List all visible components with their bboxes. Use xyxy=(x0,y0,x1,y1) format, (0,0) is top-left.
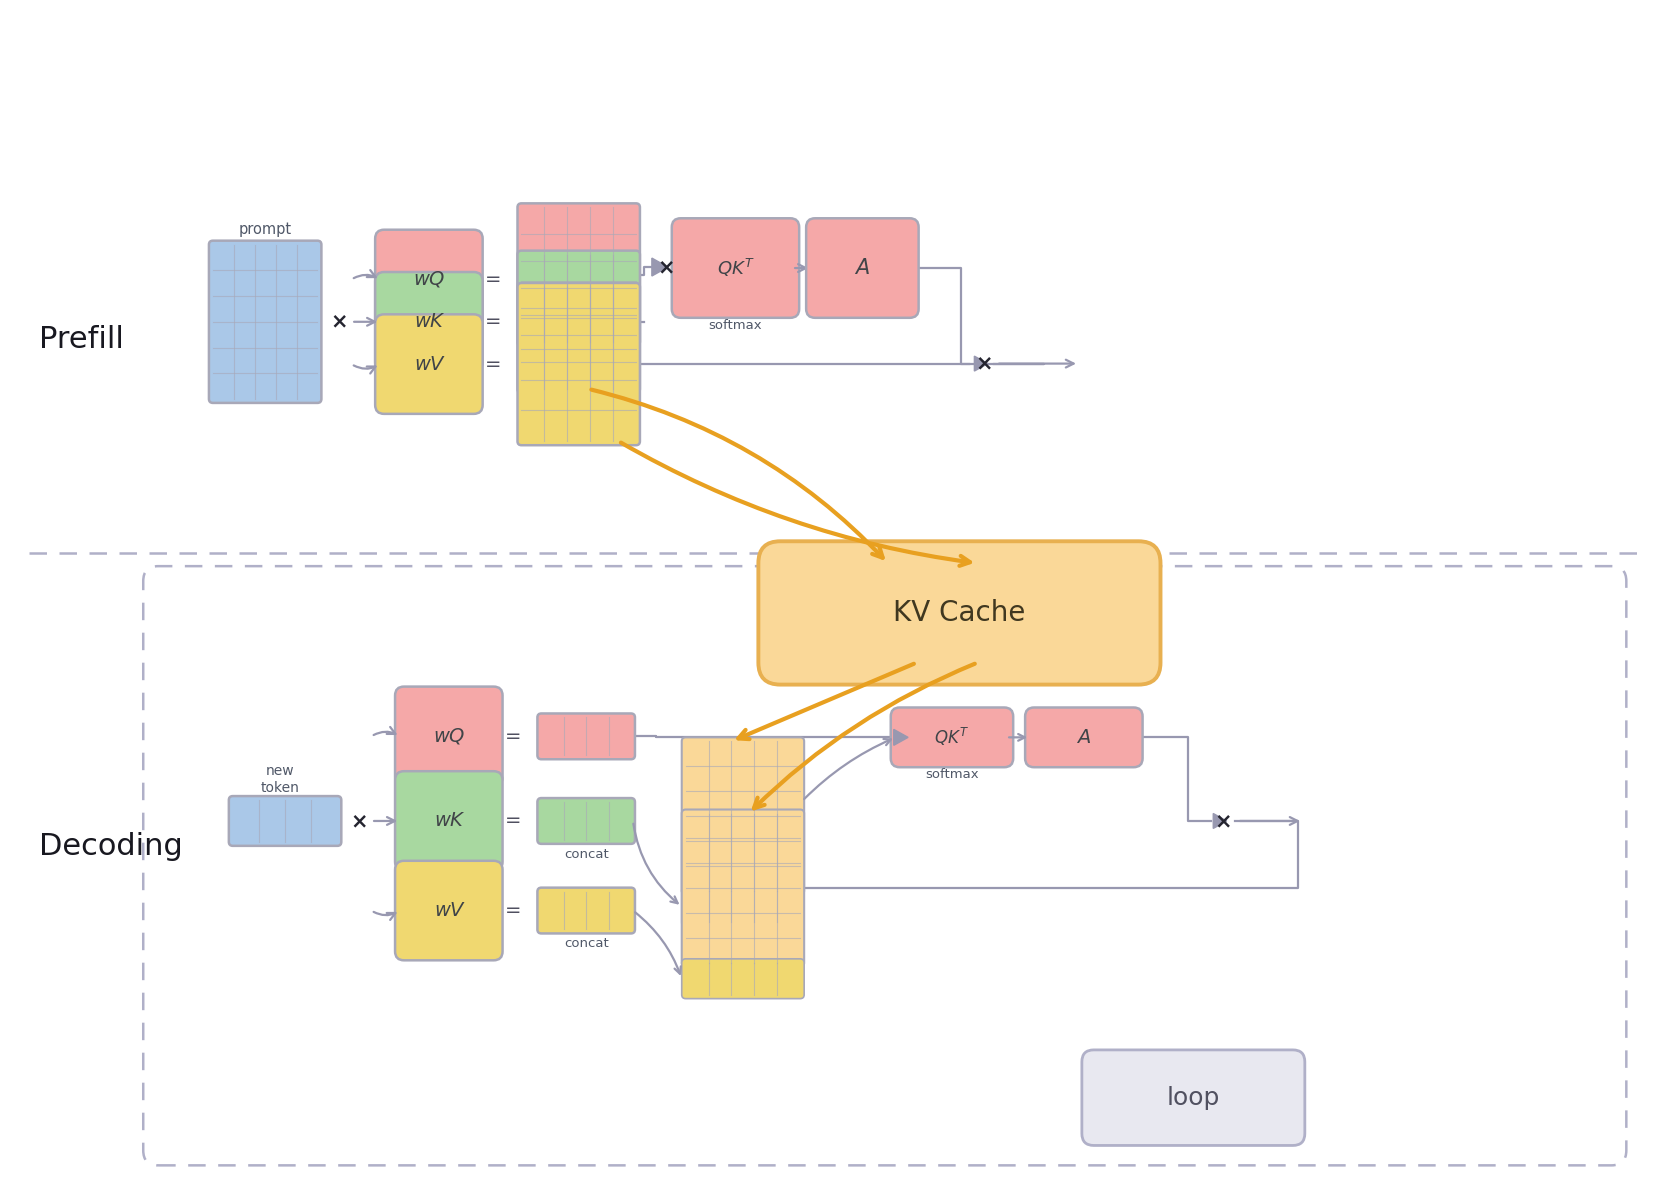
FancyBboxPatch shape xyxy=(682,887,804,926)
FancyBboxPatch shape xyxy=(230,797,342,846)
Text: wV: wV xyxy=(434,901,464,920)
Text: =: = xyxy=(504,901,521,920)
Text: softmax: softmax xyxy=(709,319,763,332)
Text: =: = xyxy=(486,270,501,289)
FancyBboxPatch shape xyxy=(375,272,483,371)
FancyBboxPatch shape xyxy=(210,241,322,403)
Text: Prefill: Prefill xyxy=(39,325,124,353)
Text: wK: wK xyxy=(414,313,442,332)
FancyBboxPatch shape xyxy=(672,218,799,317)
Text: =: = xyxy=(504,811,521,830)
FancyBboxPatch shape xyxy=(806,218,918,317)
FancyBboxPatch shape xyxy=(538,888,635,933)
Text: new
token: new token xyxy=(261,764,300,795)
Text: concat: concat xyxy=(563,937,608,950)
Text: A: A xyxy=(855,258,870,278)
FancyBboxPatch shape xyxy=(682,810,804,967)
Polygon shape xyxy=(974,356,987,371)
Polygon shape xyxy=(893,730,908,745)
Text: wK: wK xyxy=(434,811,463,830)
Text: softmax: softmax xyxy=(925,768,979,781)
FancyBboxPatch shape xyxy=(1083,1049,1306,1145)
Text: $QK^T$: $QK^T$ xyxy=(935,726,969,749)
Text: ×: × xyxy=(1215,811,1232,831)
FancyBboxPatch shape xyxy=(396,772,503,871)
Text: ×: × xyxy=(350,811,369,831)
Text: wQ: wQ xyxy=(432,727,464,746)
Text: wQ: wQ xyxy=(414,270,444,289)
FancyBboxPatch shape xyxy=(518,204,640,346)
Text: A: A xyxy=(1078,728,1091,746)
Text: KV Cache: KV Cache xyxy=(893,599,1026,627)
FancyBboxPatch shape xyxy=(518,283,640,446)
Text: =: = xyxy=(486,355,501,374)
Polygon shape xyxy=(1213,813,1227,829)
FancyBboxPatch shape xyxy=(758,541,1160,684)
FancyBboxPatch shape xyxy=(396,861,503,961)
FancyBboxPatch shape xyxy=(518,250,640,393)
FancyBboxPatch shape xyxy=(682,737,804,895)
Text: wV: wV xyxy=(414,355,444,374)
Text: =: = xyxy=(504,727,521,746)
Text: =: = xyxy=(486,313,501,332)
Text: ×: × xyxy=(975,353,994,374)
Text: ×: × xyxy=(330,311,349,332)
FancyBboxPatch shape xyxy=(375,230,483,329)
FancyBboxPatch shape xyxy=(538,714,635,760)
FancyBboxPatch shape xyxy=(538,798,635,843)
Text: $QK^T$: $QK^T$ xyxy=(717,258,754,279)
Text: loop: loop xyxy=(1166,1085,1220,1109)
FancyBboxPatch shape xyxy=(396,686,503,786)
FancyBboxPatch shape xyxy=(682,958,804,999)
Polygon shape xyxy=(652,258,669,276)
Text: prompt: prompt xyxy=(238,222,292,237)
Text: Decoding: Decoding xyxy=(39,833,183,861)
FancyBboxPatch shape xyxy=(1026,708,1143,767)
FancyBboxPatch shape xyxy=(375,314,483,413)
Text: concat: concat xyxy=(563,848,608,861)
FancyBboxPatch shape xyxy=(890,708,1014,767)
Text: ×: × xyxy=(657,258,674,277)
